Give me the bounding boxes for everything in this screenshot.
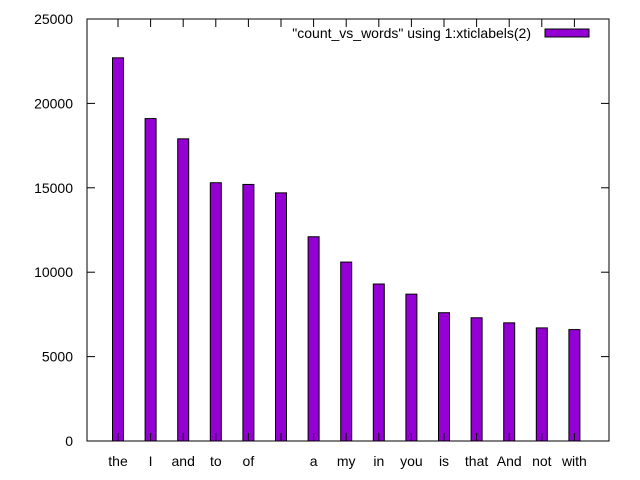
- y-tick-label: 5000: [42, 349, 73, 365]
- x-tick-label: not: [532, 453, 552, 469]
- x-tick-label: is: [439, 453, 449, 469]
- x-tick-label: and: [172, 453, 195, 469]
- bar: [503, 322, 516, 442]
- bar: [242, 183, 255, 442]
- x-tick-label: with: [561, 453, 587, 469]
- legend-swatch: [544, 28, 590, 38]
- bar: [438, 312, 450, 442]
- bar: [372, 283, 385, 442]
- y-tick-label: 15000: [34, 180, 73, 196]
- bar: [535, 327, 548, 442]
- x-tick-label: in: [373, 453, 384, 469]
- y-tick-label: 10000: [34, 264, 73, 280]
- legend: "count_vs_words" using 1:xticlabels(2): [292, 25, 590, 41]
- y-tick-label: 25000: [34, 11, 73, 27]
- bar-series: [112, 57, 581, 442]
- x-tick-label: the: [108, 453, 128, 469]
- bar: [144, 118, 157, 442]
- bar: [568, 329, 581, 442]
- x-tick-label: my: [337, 453, 356, 469]
- legend-label: "count_vs_words" using 1:xticlabels(2): [292, 25, 531, 41]
- x-tick-label: you: [400, 453, 423, 469]
- bar: [405, 293, 418, 442]
- x-tick-label: I: [149, 453, 153, 469]
- bar: [275, 192, 287, 442]
- bar: [177, 138, 190, 442]
- x-tick-label: And: [497, 453, 522, 469]
- x-tick-label: that: [465, 453, 488, 469]
- y-tick-label: 20000: [34, 95, 73, 111]
- x-tick-label: to: [210, 453, 222, 469]
- bar: [112, 57, 124, 442]
- x-tick-label: a: [310, 453, 318, 469]
- bar: [470, 317, 483, 442]
- bar: [340, 261, 353, 442]
- y-tick-label: 0: [65, 433, 73, 449]
- y-axis: 0 5000 10000 15000 20000 25000: [34, 11, 609, 449]
- bar: [307, 236, 320, 442]
- x-tick-label: of: [243, 453, 255, 469]
- bar: [209, 182, 222, 442]
